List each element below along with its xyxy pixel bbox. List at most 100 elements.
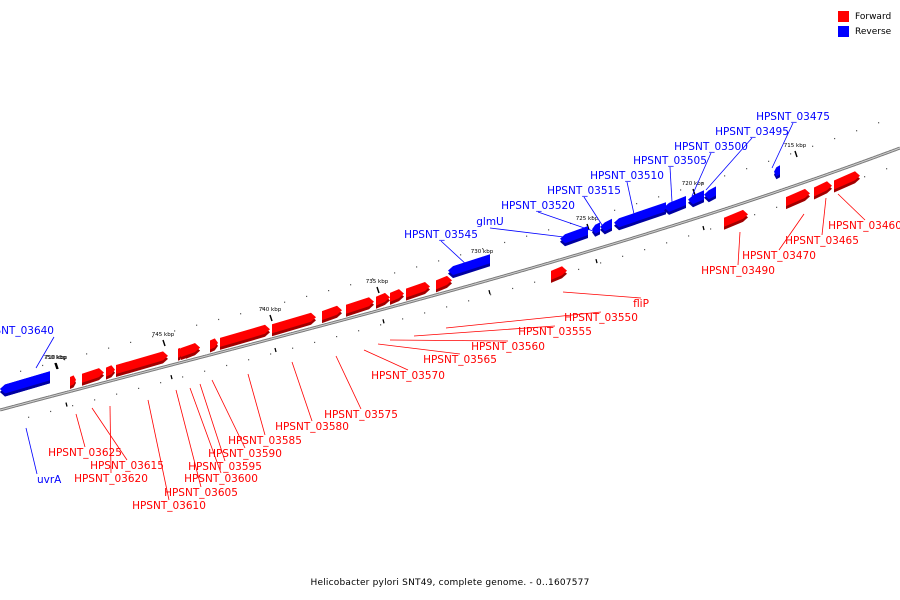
gene-label: HPSNT_03490 [701,265,775,277]
major-tick-bottom [170,374,173,380]
minor-tick-bottom [226,364,228,367]
minor-tick-bottom [72,405,74,407]
gene-arrow [406,282,430,298]
gene-glmu[interactable]: glmU [476,216,588,247]
minor-tick-top [526,235,528,237]
minor-tick-bottom [666,242,668,244]
minor-tick-bottom [292,347,294,349]
minor-tick-top [790,153,792,155]
minor-tick-bottom [50,410,52,413]
gene-arrow [0,371,50,394]
major-tick-top [376,286,380,294]
gene-label: fliP [633,298,649,310]
minor-tick-bottom [446,306,448,308]
gene-label: HPSNT_03470 [742,250,816,262]
minor-tick-bottom [754,214,756,216]
gene-hpsnt_03495[interactable]: HPSNT_03495 [704,126,789,203]
minor-tick-top [284,301,286,303]
gene-leader-line [35,336,55,369]
minor-tick-top [658,196,660,198]
gene-leader-line [771,122,794,169]
gene-label: HPSNT_03550 [564,312,638,324]
gene-hpsnt_03580[interactable]: HPSNT_03580 [272,312,349,433]
gene-leader-line [75,413,86,448]
minor-tick-bottom [776,206,778,208]
gene-leader-line [25,427,38,475]
gene-label: HPSNT_03515 [547,185,621,197]
gene-hpsnt_03615[interactable]: HPSNT_03615 [82,368,164,472]
major-tick-top [794,150,798,158]
forward-swatch [838,11,849,22]
gene-leader-line [389,339,509,342]
gene-hpsnt_03520[interactable]: HPSNT_03520 [501,200,600,237]
gene-label: HPSNT_03585 [228,435,302,447]
gene-label: HPSNT_03505 [633,155,707,167]
gene-hpsnt_03460[interactable]: HPSNT_03460 [828,171,900,232]
gene-hpsnt_03515[interactable]: HPSNT_03515 [547,185,621,235]
gene-leader-line [377,343,461,355]
gene-hpsnt_03590[interactable]: HPSNT_03590 [208,338,282,460]
gene-arrow [774,165,780,177]
minor-tick-top [130,341,132,344]
minor-tick-top [878,122,880,124]
gene-hpsnt_03550[interactable]: HPSNT_03550 [436,275,638,329]
tick-label: 720 kbp [682,181,705,187]
gene-flip[interactable]: fliP [551,266,649,310]
gene-label: HPSNT_03605 [164,487,238,499]
gene-label: HPSNT_03580 [275,421,349,433]
gene-hpsnt_03620[interactable]: HPSNT_03620 [74,365,148,485]
minor-tick-bottom [710,228,712,230]
gene-hpsnt_03545[interactable]: HPSNT_03545 [404,229,490,279]
gene-hpsnt_03500[interactable]: HPSNT_03500 [674,141,748,208]
minor-tick-top [592,216,594,218]
minor-tick-bottom [622,255,624,257]
gene-hpsnt_03560[interactable]: HPSNT_03560 [389,289,545,353]
major-tick-bottom [382,319,385,324]
gene-hpsnt_03605[interactable]: HPSNT_03605 [164,347,238,499]
major-tick-top [55,362,59,370]
gene-label: HPSNT_03460 [828,220,900,232]
gene-arrow [724,209,748,227]
gene-arrow [551,266,567,280]
minor-tick-top [768,160,770,162]
gene-label: HPSNT_03595 [188,461,262,473]
gene-hpsnt_03575[interactable]: HPSNT_03575 [322,305,398,421]
gene-label: HPSNT_03625 [48,447,122,459]
gene-label: HPSNT_03565 [423,354,497,366]
tick-label: 735 kbp [366,279,389,285]
gene-hpsnt_03475[interactable]: HPSNT_03475 [756,111,830,180]
gene-leader-line [737,231,741,266]
minor-tick-top [702,182,704,184]
major-tick-bottom [488,289,491,295]
gene-hpsnt_03565[interactable]: HPSNT_03565 [376,292,497,366]
major-tick-bottom [65,402,68,407]
scale-tick: 745 kbp [152,332,175,347]
tick-label: 750 kbp [44,355,67,361]
gene-hpsnt_03570[interactable]: HPSNT_03570 [346,297,445,382]
gene-label: HPSNT_03475 [756,111,830,123]
gene-leader-line [626,181,635,215]
gene-hpsnt_03610[interactable]: HPSNT_03610 [116,351,206,512]
gene-arrow [272,312,316,334]
tick-label: 715 kbp [784,143,807,149]
gene-hpsnt_03585[interactable]: HPSNT_03585 [220,324,302,447]
gene-hpsnt_03465[interactable]: HPSNT_03465 [785,181,859,247]
gene-hpsnt_03555[interactable]: HPSNT_03555 [406,282,592,338]
gene-hpsnt_03470[interactable]: HPSNT_03470 [742,188,816,262]
gene-hpsnt_03625[interactable]: HPSNT_03625 [48,375,122,459]
minor-tick-top [416,266,418,268]
gene-arrow [704,186,716,200]
gene-hpsnt_03510[interactable]: HPSNT_03510 [590,170,666,231]
minor-tick-bottom [138,387,140,390]
minor-tick-bottom [270,353,272,355]
gene-leader-line [778,213,805,251]
tick-label: 745 kbp [152,332,175,338]
gene-hpsnt_03640[interactable]: HPSNT_03640 [0,325,55,397]
gene-hpsnt_03490[interactable]: HPSNT_03490 [701,209,775,277]
gene-hpsnt_03505[interactable]: HPSNT_03505 [633,155,707,215]
gene-hpsnt_03595[interactable]: HPSNT_03595 [181,343,262,473]
gene-label: HPSNT_03545 [404,229,478,241]
minor-tick-bottom [424,312,426,314]
gene-leader-line [363,349,409,371]
